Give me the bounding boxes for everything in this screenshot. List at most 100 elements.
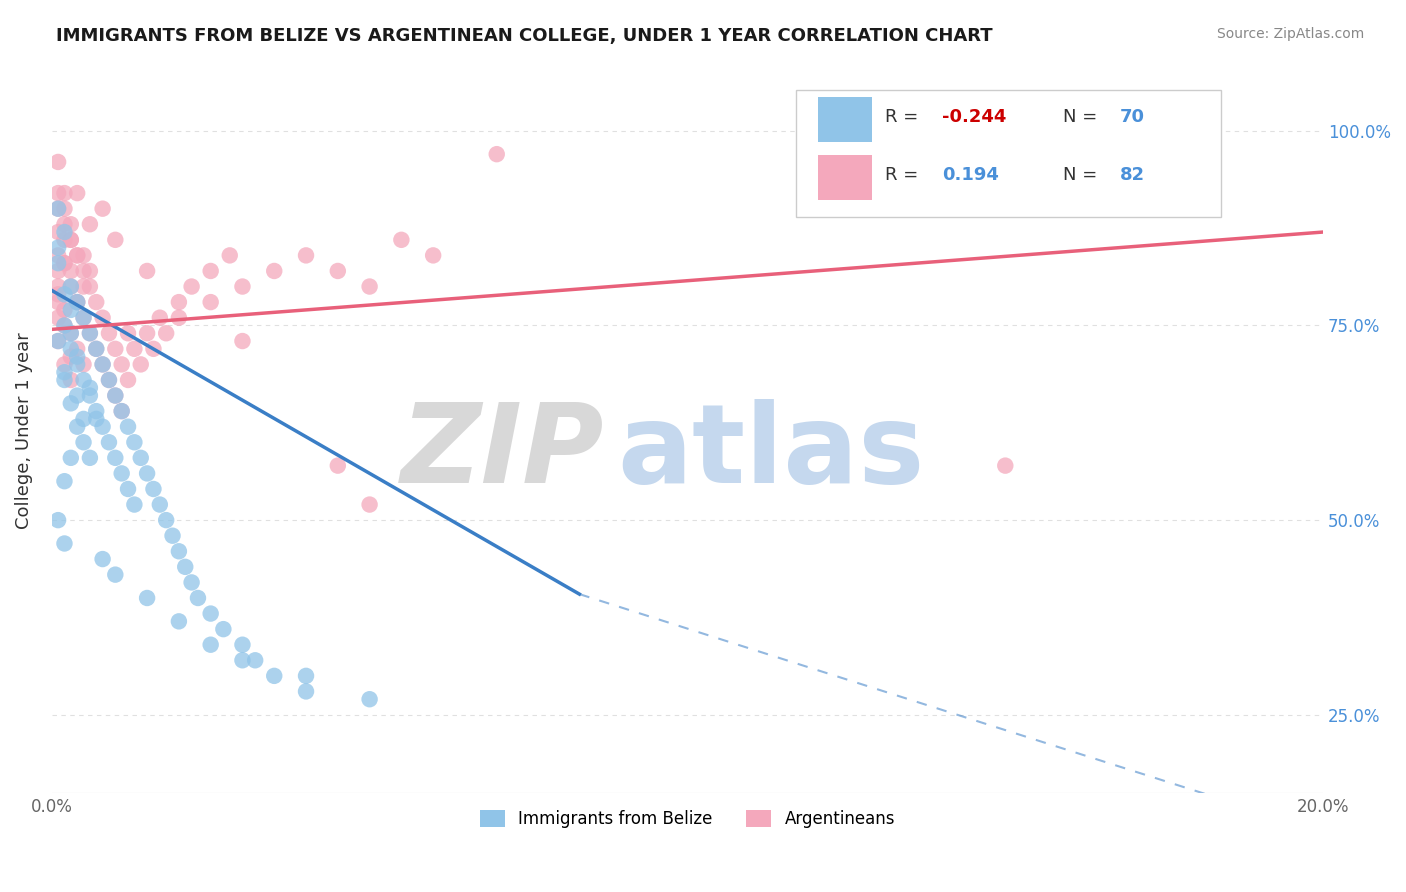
Point bbox=[59, 350, 82, 364]
Point bbox=[97, 373, 120, 387]
Point bbox=[72, 412, 94, 426]
Point bbox=[46, 202, 69, 216]
Point bbox=[97, 373, 120, 387]
Point bbox=[389, 233, 412, 247]
Point bbox=[155, 326, 177, 341]
Point bbox=[111, 404, 134, 418]
Point bbox=[66, 419, 89, 434]
Point bbox=[46, 513, 69, 527]
Legend: Immigrants from Belize, Argentineans: Immigrants from Belize, Argentineans bbox=[474, 804, 901, 835]
Point bbox=[104, 567, 127, 582]
Point bbox=[46, 295, 69, 310]
Point bbox=[72, 435, 94, 450]
Point bbox=[167, 295, 190, 310]
Point bbox=[97, 326, 120, 341]
Point bbox=[59, 233, 82, 247]
Point bbox=[59, 264, 82, 278]
Point bbox=[66, 295, 89, 310]
Point bbox=[174, 559, 197, 574]
Point bbox=[180, 279, 202, 293]
Point bbox=[142, 342, 165, 356]
Point bbox=[53, 474, 76, 488]
Point bbox=[167, 615, 190, 629]
Point bbox=[72, 373, 94, 387]
Point bbox=[136, 264, 159, 278]
Point bbox=[72, 279, 94, 293]
Point bbox=[53, 256, 76, 270]
Point bbox=[124, 435, 146, 450]
Point bbox=[46, 264, 69, 278]
Point bbox=[66, 350, 89, 364]
Point bbox=[53, 318, 76, 333]
Text: atlas: atlas bbox=[617, 399, 925, 506]
Point bbox=[167, 544, 190, 558]
Point bbox=[129, 450, 152, 465]
Point bbox=[53, 225, 76, 239]
Point bbox=[53, 202, 76, 216]
Point bbox=[91, 419, 114, 434]
FancyBboxPatch shape bbox=[818, 97, 872, 143]
Point bbox=[104, 388, 127, 402]
Point bbox=[91, 202, 114, 216]
Point bbox=[53, 365, 76, 379]
Point bbox=[46, 256, 69, 270]
Point bbox=[79, 326, 101, 341]
Point bbox=[117, 482, 139, 496]
Point bbox=[46, 248, 69, 262]
Point bbox=[263, 264, 285, 278]
Text: -0.244: -0.244 bbox=[942, 108, 1007, 126]
Point bbox=[200, 295, 222, 310]
Point bbox=[124, 498, 146, 512]
Point bbox=[142, 482, 165, 496]
Point bbox=[359, 692, 381, 706]
Text: Source: ZipAtlas.com: Source: ZipAtlas.com bbox=[1216, 27, 1364, 41]
Point bbox=[162, 529, 184, 543]
Text: N =: N = bbox=[1063, 108, 1102, 126]
Point bbox=[231, 653, 253, 667]
Point bbox=[53, 186, 76, 200]
Point bbox=[46, 287, 69, 301]
Point bbox=[79, 217, 101, 231]
Text: 0.194: 0.194 bbox=[942, 166, 998, 184]
Point bbox=[295, 248, 318, 262]
Point bbox=[46, 202, 69, 216]
Text: ZIP: ZIP bbox=[401, 399, 605, 506]
Point bbox=[97, 435, 120, 450]
Point bbox=[59, 450, 82, 465]
Point bbox=[59, 342, 82, 356]
Point bbox=[46, 155, 69, 169]
Point bbox=[200, 607, 222, 621]
Point bbox=[91, 358, 114, 372]
Point bbox=[66, 248, 89, 262]
Point bbox=[111, 404, 134, 418]
Point bbox=[218, 248, 240, 262]
Point bbox=[422, 248, 444, 262]
Point bbox=[117, 373, 139, 387]
Point bbox=[59, 326, 82, 341]
Point bbox=[72, 310, 94, 325]
Point bbox=[46, 186, 69, 200]
Point bbox=[79, 279, 101, 293]
Point bbox=[485, 147, 508, 161]
Point bbox=[59, 233, 82, 247]
Point bbox=[53, 318, 76, 333]
Point bbox=[84, 342, 107, 356]
Point bbox=[46, 241, 69, 255]
Point bbox=[200, 638, 222, 652]
Point bbox=[72, 310, 94, 325]
Point bbox=[295, 684, 318, 698]
Point bbox=[149, 310, 172, 325]
Point bbox=[111, 358, 134, 372]
Point bbox=[79, 381, 101, 395]
Point bbox=[79, 326, 101, 341]
Point bbox=[104, 233, 127, 247]
Point bbox=[59, 279, 82, 293]
Point bbox=[46, 310, 69, 325]
Point bbox=[104, 450, 127, 465]
Point bbox=[84, 412, 107, 426]
Point bbox=[53, 302, 76, 317]
Point bbox=[104, 342, 127, 356]
Point bbox=[46, 279, 69, 293]
Point bbox=[124, 342, 146, 356]
Point bbox=[59, 373, 82, 387]
